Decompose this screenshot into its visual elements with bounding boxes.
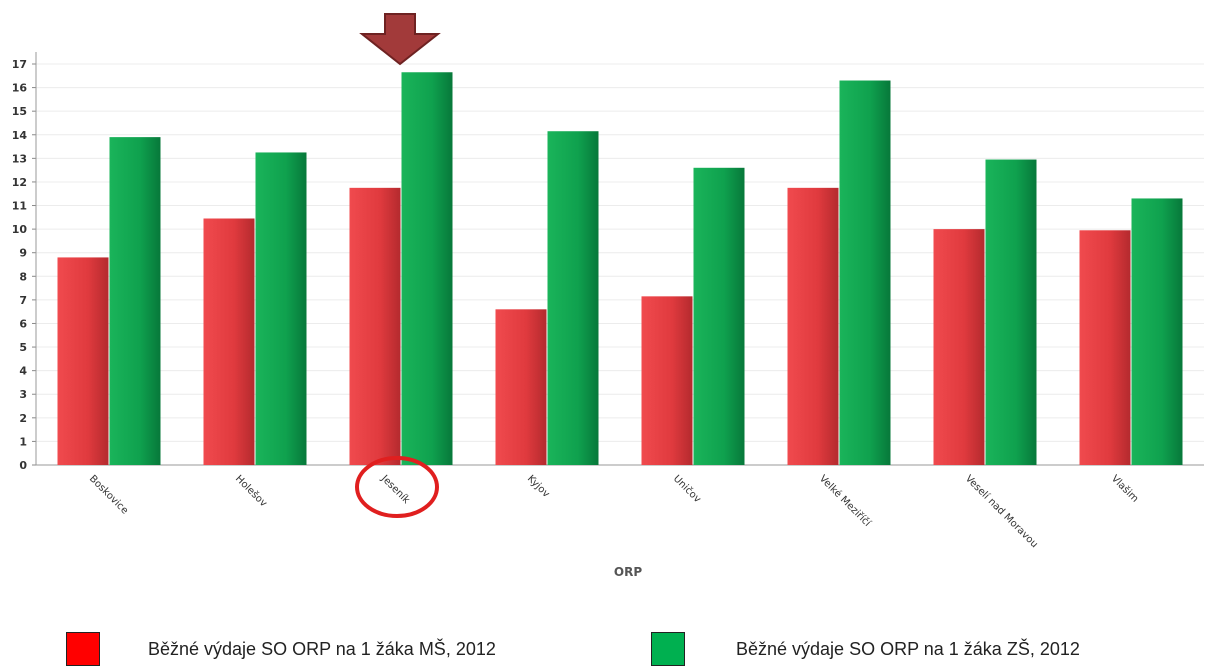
x-category-label: Velké Meziříčí bbox=[817, 473, 874, 530]
x-category-label: Kyjov bbox=[525, 473, 552, 500]
x-category-label: Holešov bbox=[233, 473, 270, 510]
legend-label-ms: Běžné výdaje SO ORP na 1 žáka MŠ, 2012 bbox=[148, 638, 496, 659]
bar-ms bbox=[495, 309, 547, 465]
y-tick-label: 13 bbox=[12, 152, 27, 165]
y-tick-label: 10 bbox=[12, 223, 28, 236]
legend-item-ms: Běžné výdaje SO ORP na 1 žáka MŠ, 2012 bbox=[66, 631, 496, 667]
x-axis-title: ORP bbox=[614, 565, 642, 579]
y-tick-label: 11 bbox=[12, 200, 27, 213]
highlight-markers bbox=[355, 13, 441, 518]
x-category-label: Jeseník bbox=[378, 472, 412, 506]
legend-label-zs: Běžné výdaje SO ORP na 1 žáka ZŠ, 2012 bbox=[736, 638, 1080, 659]
category-labels: Boskovice Holešov Jeseník Kyjov Uničov Velké … bbox=[87, 472, 1141, 550]
x-category-label: Boskovice bbox=[87, 473, 130, 516]
y-tick-label: 14 bbox=[12, 129, 28, 142]
bar-zs bbox=[547, 131, 599, 465]
bar-ms bbox=[933, 229, 985, 465]
y-tick-label: 5 bbox=[19, 341, 27, 354]
bar-zs bbox=[693, 167, 745, 465]
y-tick-label: 3 bbox=[19, 388, 27, 401]
bar-ms bbox=[57, 257, 109, 465]
bar-zs bbox=[401, 72, 453, 465]
bar-zs bbox=[839, 80, 891, 465]
y-tick-label: 4 bbox=[19, 365, 27, 378]
y-tick-label: 0 bbox=[19, 459, 27, 472]
legend-swatch-ms bbox=[66, 632, 100, 666]
y-tick-label: 12 bbox=[12, 176, 27, 189]
bar-ms bbox=[203, 218, 255, 465]
y-tick-label: 16 bbox=[12, 82, 28, 95]
bar-ms bbox=[349, 187, 401, 465]
bar-ms bbox=[641, 296, 693, 465]
y-tick-label: 7 bbox=[19, 294, 27, 307]
x-category-label: Veselí nad Moravou bbox=[963, 473, 1041, 551]
bar-zs bbox=[255, 152, 307, 466]
bar-zs bbox=[109, 137, 161, 465]
y-tick-label: 15 bbox=[12, 105, 27, 118]
bar-zs bbox=[985, 159, 1037, 465]
y-tick-label: 6 bbox=[19, 317, 27, 330]
y-tick-label: 2 bbox=[19, 412, 27, 425]
highlight-circle-icon bbox=[355, 456, 439, 518]
x-category-label: Vlašim bbox=[1109, 473, 1141, 505]
bars bbox=[57, 72, 1183, 466]
legend-swatch-zs bbox=[651, 632, 685, 666]
bar-ms bbox=[1079, 230, 1131, 465]
y-tick-label: 17 bbox=[12, 58, 27, 71]
highlight-arrow-icon bbox=[359, 13, 441, 66]
bar-zs bbox=[1131, 198, 1183, 465]
legend-item-zs: Běžné výdaje SO ORP na 1 žáka ZŠ, 2012 bbox=[651, 631, 1080, 667]
x-category-label: Uničov bbox=[671, 473, 704, 506]
y-tick-label: 9 bbox=[19, 247, 27, 260]
y-tick-label: 8 bbox=[19, 270, 27, 283]
y-tick-label: 1 bbox=[19, 435, 27, 448]
bar-ms bbox=[787, 187, 839, 465]
